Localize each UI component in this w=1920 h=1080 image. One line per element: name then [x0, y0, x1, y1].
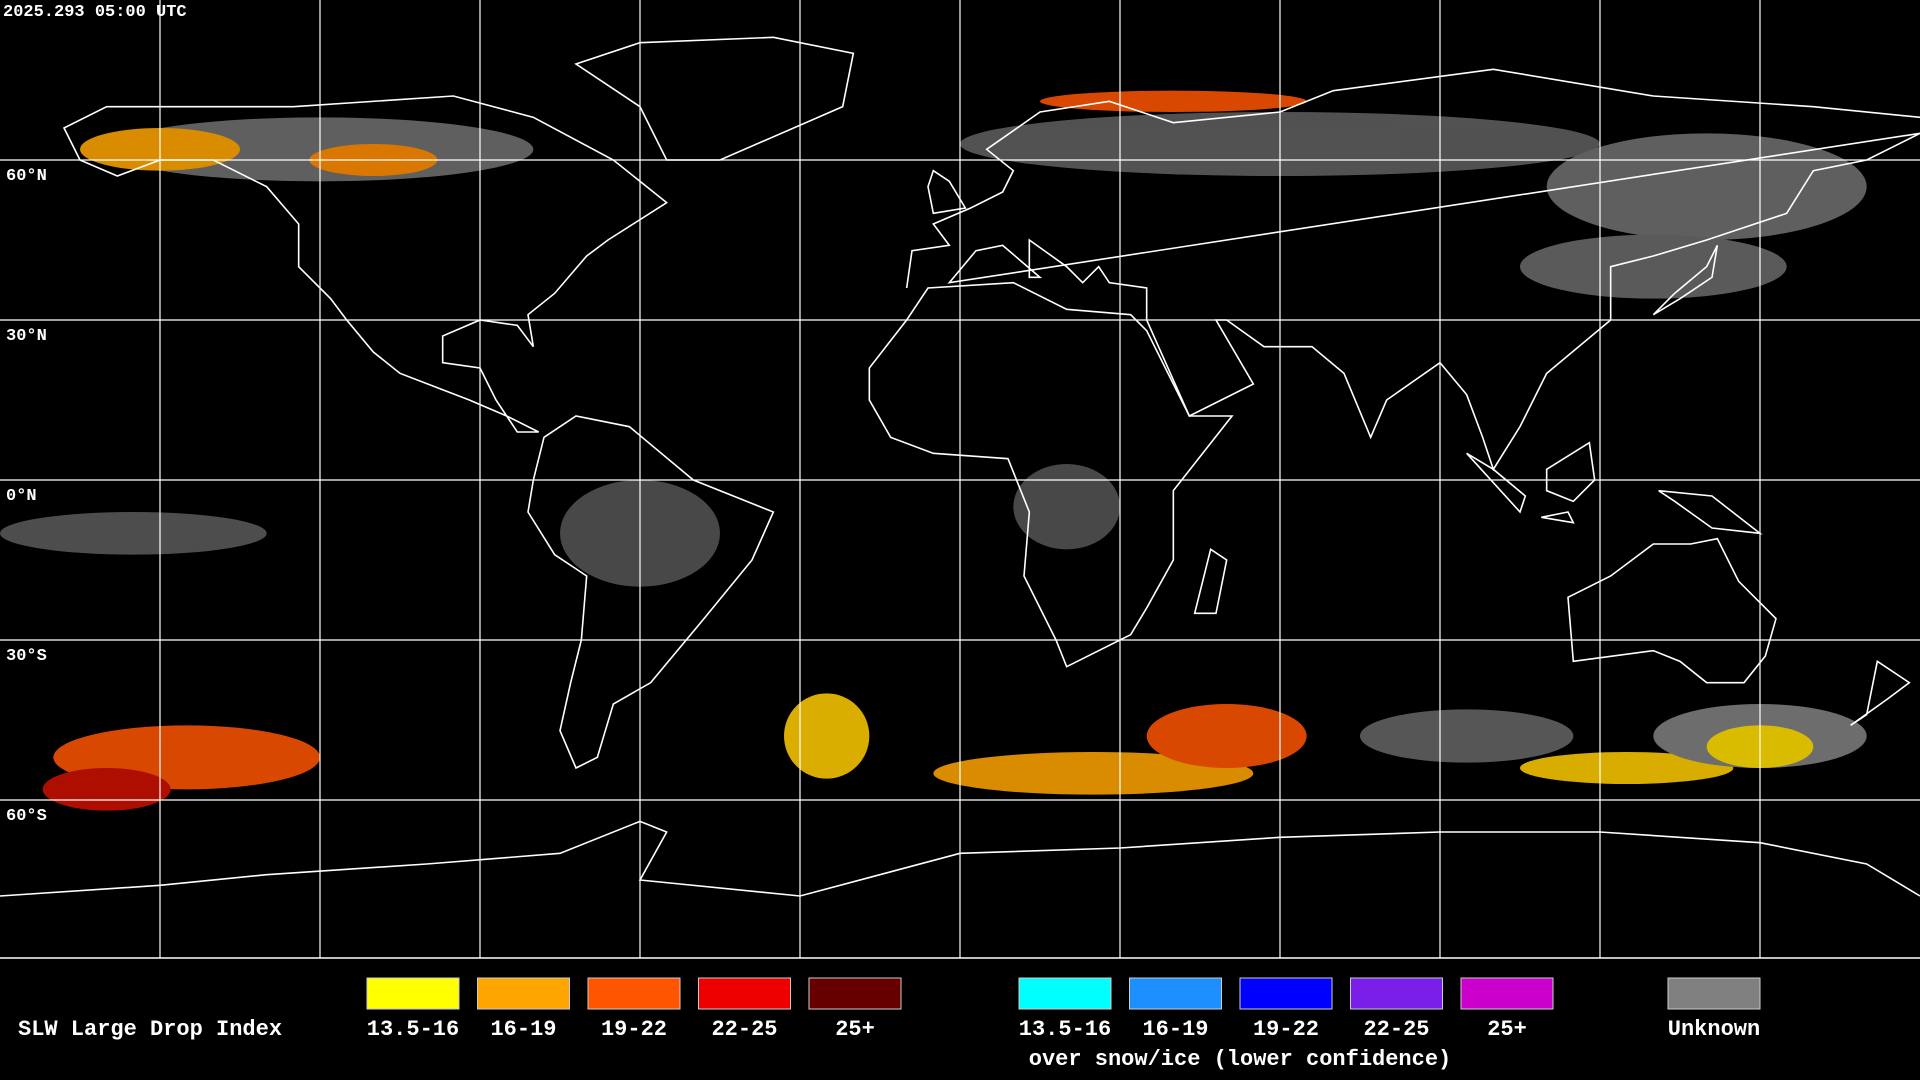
legend-title: SLW Large Drop Index — [18, 1017, 282, 1042]
legend-swatch — [1239, 977, 1333, 1010]
legend-label: 25+ — [835, 1017, 875, 1042]
legend-swatch — [587, 977, 681, 1010]
legend-swatch — [1018, 977, 1112, 1010]
timestamp: 2025.293 05:00 UTC — [3, 3, 187, 22]
legend-label: 25+ — [1487, 1017, 1527, 1042]
legend-label: 22-25 — [711, 1017, 777, 1042]
legend-swatch — [1129, 977, 1222, 1010]
legend-label: 19-22 — [1253, 1017, 1319, 1042]
legend: SLW Large Drop Index over snow/ice (lowe… — [18, 977, 1761, 1072]
legend-swatch — [366, 977, 460, 1010]
legend-label: 16-19 — [1142, 1017, 1208, 1042]
legend-label: 13.5-16 — [1019, 1017, 1111, 1042]
legend-swatch — [477, 977, 570, 1010]
snow-note: over snow/ice (lower confidence) — [1029, 1047, 1451, 1072]
legend-label: 16-19 — [490, 1017, 556, 1042]
legend-swatch — [1667, 977, 1761, 1010]
legend-label: 22-25 — [1363, 1017, 1429, 1042]
latitude-label: 30°N — [6, 327, 47, 346]
latitude-label: 60°S — [6, 807, 47, 826]
legend-swatch — [1460, 977, 1554, 1010]
latitude-label: 60°N — [6, 167, 47, 186]
legend-swatch — [808, 977, 902, 1010]
legend-label: Unknown — [1668, 1017, 1760, 1042]
latitude-labels: 60°N 30°N 0°N 30°S 60°S — [6, 167, 47, 826]
legend-label: 19-22 — [601, 1017, 667, 1042]
latitude-label: 0°N — [6, 487, 37, 506]
latitude-label: 30°S — [6, 647, 47, 666]
legend-swatch — [698, 977, 791, 1010]
legend-label: 13.5-16 — [367, 1017, 459, 1042]
legend-swatch — [1350, 977, 1443, 1010]
